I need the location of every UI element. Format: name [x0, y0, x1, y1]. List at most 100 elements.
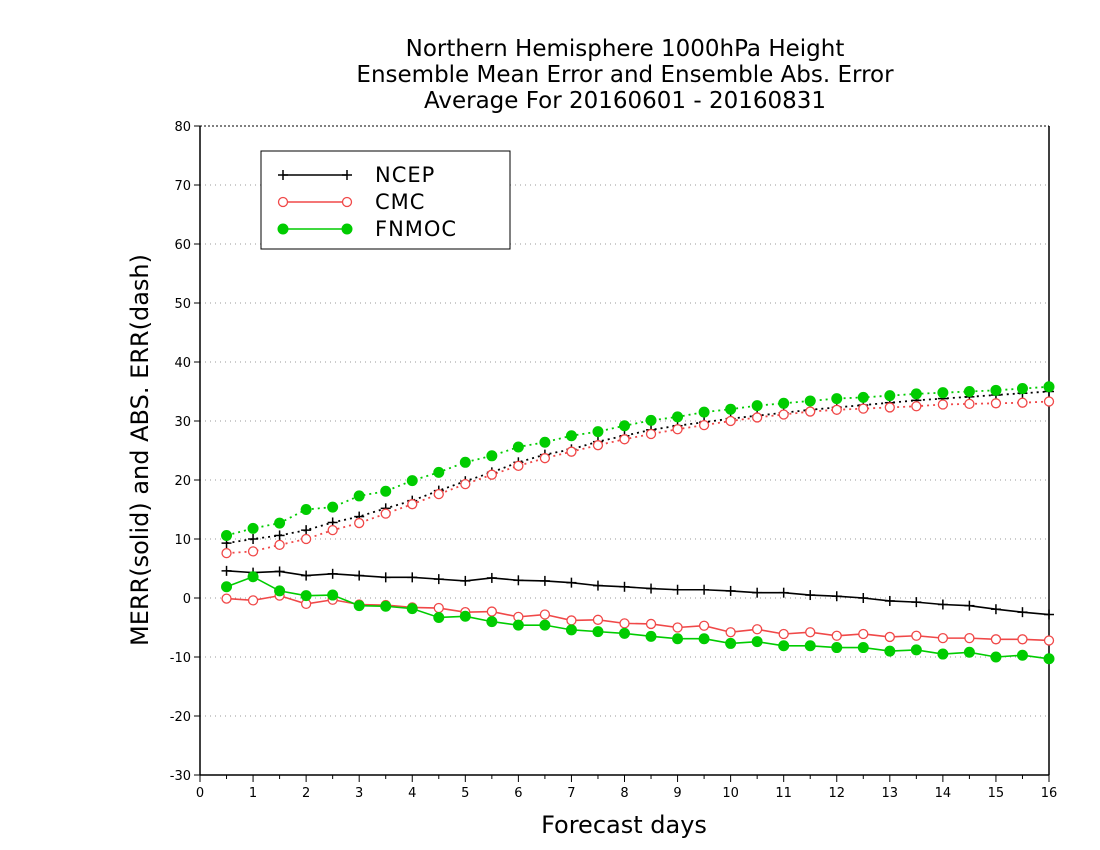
cmc-merr-point-22 — [805, 627, 816, 638]
cmc-merr-point-28 — [964, 632, 975, 644]
cmc-abs-err-point-14 — [592, 440, 604, 451]
ncep-merr-point-31 — [1044, 609, 1054, 620]
ncep-merr-point-8 — [433, 574, 444, 585]
fnmoc-abs-err-point-7 — [406, 475, 418, 487]
fnmoc-abs-err-point-25 — [884, 390, 896, 402]
fnmoc-merr-point-17 — [672, 633, 684, 645]
ncep-merr-point-3 — [301, 570, 312, 581]
legend-marker-right-ncep — [342, 170, 352, 180]
ncep-merr-point-17 — [672, 584, 683, 595]
x-tick-label-12: 12 — [828, 786, 845, 801]
fnmoc-merr-point-21 — [778, 640, 790, 652]
x-tick-label-0: 0 — [196, 786, 204, 801]
cmc-abs-err-point-8 — [433, 489, 444, 500]
cmc-abs-err-point-29 — [990, 398, 1002, 409]
fnmoc-abs-err-point-15 — [619, 420, 630, 432]
cmc-merr-point-31 — [1043, 635, 1055, 646]
fnmoc-abs-err-point-1 — [247, 522, 259, 534]
fnmoc-merr-point-26 — [910, 644, 922, 656]
fnmoc-abs-err-point-4 — [327, 501, 339, 513]
x-tick-label-9: 9 — [673, 786, 681, 801]
cmc-abs-err-point-2 — [274, 539, 285, 551]
fnmoc-merr-point-30 — [1016, 649, 1028, 661]
fnmoc-merr-point-23 — [831, 642, 843, 654]
x-tick-label-10: 10 — [722, 786, 739, 801]
fnmoc-merr-point-10 — [486, 616, 498, 628]
fnmoc-abs-err-point-22 — [804, 395, 816, 407]
fnmoc-abs-err-point-31 — [1043, 381, 1055, 393]
cmc-merr-point-21 — [778, 628, 789, 640]
cmc-abs-err-point-28 — [964, 398, 975, 410]
fnmoc-merr-point-31 — [1043, 653, 1055, 665]
cmc-abs-err-point-17 — [672, 424, 683, 435]
cmc-abs-err-point-19 — [725, 415, 736, 427]
fnmoc-abs-err-point-2 — [274, 517, 286, 529]
x-tick-label-6: 6 — [514, 786, 522, 801]
ncep-abs-err-point-1 — [248, 534, 259, 544]
cmc-merr-point-13 — [566, 615, 577, 626]
ncep-merr-line — [226, 570, 1050, 616]
fnmoc-merr-point-2 — [274, 585, 286, 597]
ncep-merr-point-16 — [646, 583, 657, 594]
cmc-merr-point-18 — [698, 620, 710, 631]
cmc-merr-point-30 — [1017, 634, 1028, 645]
fnmoc-abs-err-point-30 — [1016, 383, 1028, 395]
ncep-merr-point-24 — [858, 593, 869, 603]
fnmoc-abs-err-point-23 — [831, 393, 843, 405]
fnmoc-merr-point-25 — [884, 645, 896, 657]
cmc-abs-err-point-22 — [805, 406, 816, 417]
y-tick-label-2: -10 — [170, 651, 191, 666]
ncep-merr-point-30 — [1017, 607, 1028, 618]
cmc-merr-point-1 — [247, 595, 259, 606]
cmc-merr-point-0 — [221, 593, 232, 604]
fnmoc-abs-err-point-8 — [433, 466, 445, 478]
fnmoc-abs-err-point-13 — [565, 430, 577, 442]
fnmoc-abs-err-point-21 — [778, 397, 790, 409]
cmc-abs-err-point-7 — [407, 499, 418, 510]
x-tick-label-5: 5 — [461, 786, 469, 801]
cmc-abs-err-point-31 — [1043, 396, 1055, 407]
y-tick-label-8: 50 — [174, 297, 191, 312]
legend-box — [260, 150, 511, 250]
ncep-merr-point-5 — [354, 570, 365, 581]
fnmoc-merr-point-0 — [221, 581, 233, 593]
y-tick-label-0: -30 — [170, 769, 191, 784]
fnmoc-abs-err-point-17 — [672, 411, 684, 423]
ncep-merr-point-15 — [619, 581, 630, 592]
ncep-merr-point-6 — [380, 572, 391, 583]
cmc-abs-err-point-10 — [486, 469, 497, 480]
ncep-merr-point-10 — [486, 572, 497, 583]
ncep-merr-point-12 — [539, 575, 550, 586]
series-lines — [226, 385, 1050, 660]
fnmoc-merr-point-18 — [698, 633, 710, 645]
fnmoc-abs-err-line — [226, 385, 1050, 537]
fnmoc-abs-err-point-5 — [353, 490, 365, 502]
y-tick-label-11: 80 — [174, 120, 191, 135]
ncep-merr-point-14 — [592, 580, 603, 591]
cmc-abs-err-point-27 — [937, 399, 949, 410]
fnmoc-merr-point-7 — [406, 603, 418, 615]
cmc-merr-point-26 — [911, 630, 922, 641]
fnmoc-merr-point-5 — [353, 600, 365, 612]
legend-marker-right-fnmoc — [341, 223, 353, 235]
fnmoc-merr-line — [226, 575, 1050, 660]
legend-label-fnmoc: FNMOC — [375, 217, 457, 241]
y-tick-label-4: 10 — [174, 533, 191, 548]
ncep-merr-point-28 — [964, 600, 975, 611]
cmc-merr-point-16 — [645, 618, 657, 630]
fnmoc-abs-err-point-27 — [937, 387, 949, 399]
cmc-abs-err-point-25 — [884, 402, 895, 413]
ncep-abs-err-point-3 — [301, 525, 312, 536]
fnmoc-merr-point-3 — [300, 590, 312, 602]
cmc-merr-point-25 — [884, 631, 895, 643]
legend-marker-left-ncep — [278, 170, 288, 180]
fnmoc-merr-point-24 — [857, 642, 869, 654]
cmc-abs-err-point-1 — [247, 546, 259, 557]
cmc-abs-err-point-21 — [778, 409, 789, 420]
ncep-abs-err-line — [226, 390, 1050, 545]
cmc-abs-err-line — [226, 400, 1050, 555]
legend-label-ncep: NCEP — [375, 163, 435, 187]
cmc-abs-err-point-23 — [831, 404, 842, 415]
x-tick-label-3: 3 — [355, 786, 363, 801]
